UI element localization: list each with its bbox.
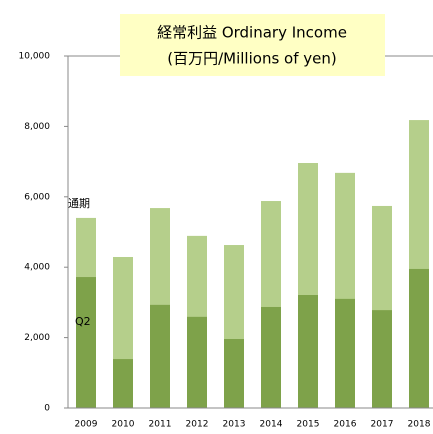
- bar: [372, 310, 392, 408]
- chart-subtitle: (百万円/Millions of yen): [167, 50, 336, 68]
- bar: [224, 339, 244, 408]
- bar: [335, 298, 355, 408]
- x-tick-label: 2015: [297, 420, 320, 430]
- x-tick-label: 2018: [408, 420, 431, 430]
- series-label: Q2: [75, 315, 91, 328]
- chart-title: 経常利益 Ordinary Income: [157, 24, 347, 42]
- bar: [409, 268, 429, 408]
- x-tick-label: 2014: [260, 420, 283, 430]
- y-tick-label: 8,000: [24, 122, 50, 132]
- series-label: 通期: [68, 197, 90, 210]
- y-tick-label: 6,000: [24, 192, 50, 202]
- y-tick-label: 4,000: [24, 263, 50, 273]
- y-tick-label: 0: [44, 404, 50, 414]
- x-tick-label: 2016: [334, 420, 357, 430]
- bar: [261, 306, 281, 408]
- bar: [113, 359, 133, 408]
- bar: [187, 316, 207, 408]
- title-box: [120, 14, 385, 76]
- x-tick-label: 2013: [223, 420, 246, 430]
- y-tick-label: 10,000: [19, 52, 51, 62]
- x-tick-label: 2009: [75, 420, 98, 430]
- y-tick-label: 2,000: [24, 333, 50, 343]
- x-tick-label: 2012: [186, 420, 209, 430]
- bar: [76, 277, 96, 408]
- bar: [150, 304, 170, 408]
- bar: [298, 295, 318, 408]
- x-tick-label: 2017: [371, 420, 394, 430]
- x-tick-label: 2010: [112, 420, 135, 430]
- x-tick-label: 2011: [149, 420, 172, 430]
